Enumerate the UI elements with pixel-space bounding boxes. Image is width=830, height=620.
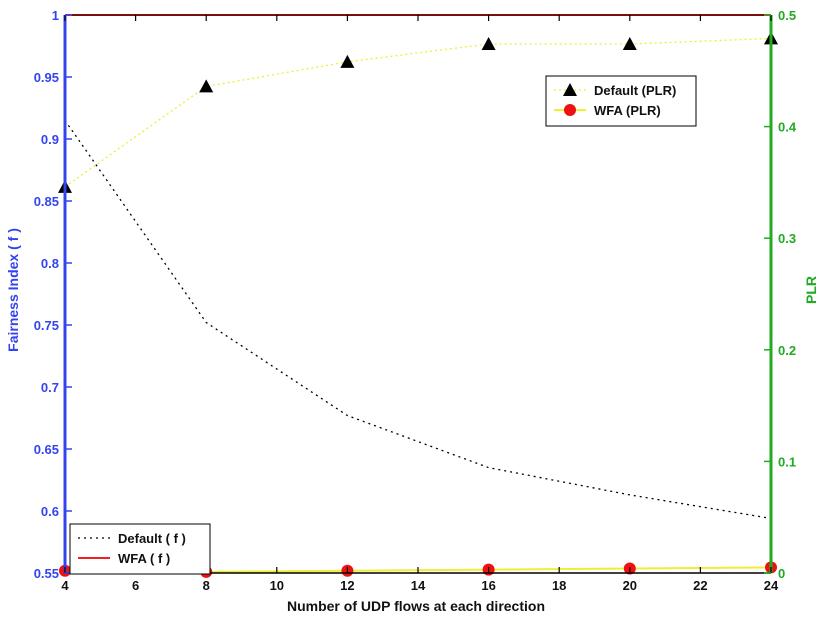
legends: Default (PLR) WFA (PLR) Default ( f ) WFA (… bbox=[69, 75, 697, 575]
y-right-tick-label: 0.3 bbox=[778, 231, 796, 246]
x-tick-label: 4 bbox=[61, 578, 69, 593]
y-left-tick-label: 0.6 bbox=[41, 504, 59, 519]
x-tick-label: 16 bbox=[481, 578, 495, 593]
data-point-default-plr bbox=[199, 79, 214, 93]
series-line-default-f bbox=[64, 120, 772, 520]
legend-marker-default-plr bbox=[563, 83, 577, 96]
y-left-tick-label: 0.65 bbox=[34, 442, 59, 457]
y-left-tick-label: 0.85 bbox=[34, 194, 59, 209]
y-right-tick-label: 0.5 bbox=[778, 8, 796, 23]
legend-box-top-right bbox=[545, 75, 697, 127]
y-left-tick-label: 0.9 bbox=[41, 132, 59, 147]
data-point-default-plr bbox=[622, 37, 637, 51]
x-tick-label: 14 bbox=[411, 578, 426, 593]
x-tick-label: 22 bbox=[693, 578, 707, 593]
data-point-default-plr bbox=[481, 37, 496, 51]
y-left-tick-label: 0.75 bbox=[34, 318, 59, 333]
legend-label-wfa-plr: WFA (PLR) bbox=[594, 103, 661, 118]
x-tick-label: 6 bbox=[132, 578, 139, 593]
legend-box-bottom-left bbox=[69, 523, 211, 575]
y-axis-right-label: PLR bbox=[803, 276, 819, 304]
legend-marker-wfa-plr bbox=[564, 104, 576, 116]
legend-label-wfa-f: WFA ( f ) bbox=[118, 551, 170, 566]
x-tick-label: 24 bbox=[764, 578, 779, 593]
x-axis-label: Number of UDP flows at each direction bbox=[287, 598, 545, 614]
y-right-tick-label: 0.1 bbox=[778, 454, 796, 469]
data-point-default-plr bbox=[340, 54, 355, 68]
y-left-tick-label: 0.95 bbox=[34, 70, 59, 85]
x-tick-label: 18 bbox=[552, 578, 566, 593]
y-axis-left-label: Fairness Index ( f ) bbox=[5, 228, 21, 352]
legend-label-default-f: Default ( f ) bbox=[118, 531, 186, 546]
x-tick-label: 8 bbox=[203, 578, 210, 593]
x-tick-label: 12 bbox=[340, 578, 354, 593]
y-left-tick-label: 0.55 bbox=[34, 566, 59, 581]
legend-label-default-plr: Default (PLR) bbox=[594, 83, 676, 98]
y-right-tick-label: 0 bbox=[778, 566, 785, 581]
x-tick-label: 10 bbox=[270, 578, 284, 593]
y-right-tick-label: 0.2 bbox=[778, 343, 796, 358]
y-left-tick-label: 1 bbox=[52, 8, 59, 23]
y-left-tick-label: 0.7 bbox=[41, 380, 59, 395]
y-left-tick-label: 0.8 bbox=[41, 256, 59, 271]
x-tick-label: 20 bbox=[623, 578, 637, 593]
y-right-tick-label: 0.4 bbox=[778, 120, 797, 135]
